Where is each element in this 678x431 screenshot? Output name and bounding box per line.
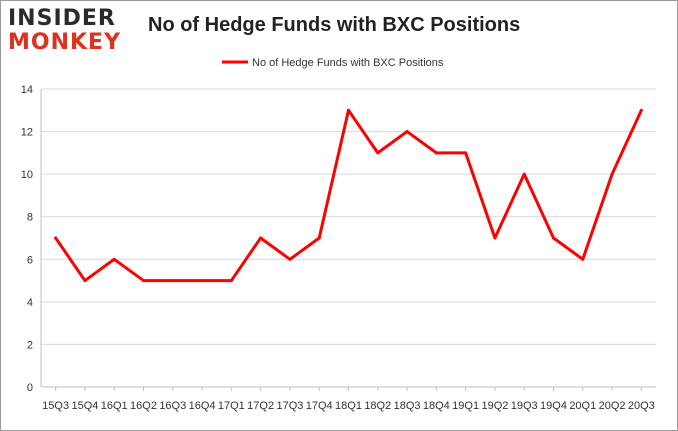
x-tick-label: 15Q3 <box>42 400 69 412</box>
x-tick-label: 17Q1 <box>218 400 245 412</box>
x-tick-label: 19Q4 <box>540 400 567 412</box>
x-tick-label: 16Q2 <box>130 400 157 412</box>
x-tick-labels: 15Q3 15Q4 16Q1 16Q2 16Q3 16Q4 17Q1 17Q2 17Q3 17Q4… <box>42 400 655 412</box>
insider-monkey-logo: INSIDER MONKEY <box>8 6 128 56</box>
x-tick-label: 19Q2 <box>481 400 508 412</box>
y-tick-label: 0 <box>27 382 33 394</box>
data-point <box>317 236 321 240</box>
x-tick-label: 15Q4 <box>71 400 98 412</box>
data-point <box>405 130 409 134</box>
grid-lines <box>41 88 656 388</box>
data-point <box>83 279 87 283</box>
data-point <box>112 257 116 261</box>
x-tick-label: 20Q3 <box>628 400 655 412</box>
y-tick-label: 2 <box>27 339 33 351</box>
x-tick-label: 17Q2 <box>247 400 274 412</box>
y-tick-labels: 0 2 4 6 8 10 12 14 <box>21 84 33 394</box>
x-tick-label: 17Q3 <box>276 400 303 412</box>
x-tick-label: 16Q3 <box>159 400 186 412</box>
logo-text-bottom: MONKEY <box>8 30 122 55</box>
x-tick-label: 19Q1 <box>452 400 479 412</box>
y-tick-label: 8 <box>27 212 33 224</box>
data-point <box>288 257 292 261</box>
x-tick-label: 20Q2 <box>599 400 626 412</box>
y-tick-label: 4 <box>27 297 33 309</box>
x-tick-label: 20Q1 <box>569 400 596 412</box>
data-point <box>376 151 380 155</box>
data-point <box>229 279 233 283</box>
y-tick-label: 10 <box>21 169 33 181</box>
data-point <box>171 279 175 283</box>
data-point <box>493 236 497 240</box>
legend-label: No of Hedge Funds with BXC Positions <box>252 57 444 69</box>
x-tick-label: 18Q3 <box>394 400 421 412</box>
data-point <box>581 257 585 261</box>
data-point <box>610 172 614 176</box>
logo-text-top: INSIDER <box>8 6 116 31</box>
legend: No of Hedge Funds with BXC Positions <box>222 57 444 69</box>
series-lines <box>54 108 643 283</box>
data-point <box>200 279 204 283</box>
data-point <box>142 279 145 283</box>
x-tick-label: 16Q4 <box>189 400 216 412</box>
chart-title: No of Hedge Funds with BXC Positions <box>148 14 521 36</box>
data-point <box>522 172 526 176</box>
x-tick-label: 17Q4 <box>306 400 333 412</box>
data-point <box>347 108 350 112</box>
y-tick-label: 12 <box>21 127 33 139</box>
y-tick-label: 6 <box>27 254 33 266</box>
x-tick-label: 18Q2 <box>364 400 391 412</box>
axes <box>40 89 656 391</box>
x-tick-label: 16Q1 <box>101 400 128 412</box>
series-line <box>54 108 643 283</box>
data-point <box>552 236 555 240</box>
data-point <box>639 108 643 112</box>
data-point <box>464 151 468 155</box>
data-point <box>259 236 263 240</box>
x-tick-label: 18Q4 <box>423 400 450 412</box>
data-point <box>54 236 58 240</box>
x-tick-label: 19Q3 <box>511 400 538 412</box>
y-tick-label: 14 <box>21 84 33 96</box>
x-tick-label: 18Q1 <box>335 400 362 412</box>
data-point <box>434 151 438 155</box>
